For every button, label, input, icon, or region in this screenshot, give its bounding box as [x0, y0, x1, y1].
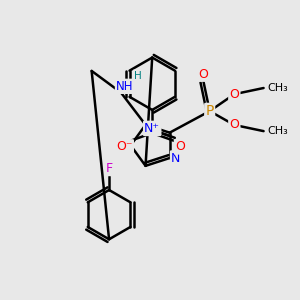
Text: NH: NH	[116, 80, 134, 93]
Text: H: H	[134, 70, 142, 81]
Text: O⁻: O⁻	[116, 140, 133, 153]
Text: N: N	[171, 152, 181, 164]
Text: CH₃: CH₃	[267, 83, 288, 93]
Text: P: P	[206, 104, 214, 118]
Text: O: O	[175, 140, 185, 153]
Text: O: O	[230, 88, 239, 101]
Text: CH₃: CH₃	[267, 126, 288, 136]
Text: O: O	[120, 139, 129, 152]
Text: O: O	[199, 68, 208, 81]
Text: O: O	[230, 118, 239, 131]
Text: N⁺: N⁺	[144, 122, 160, 135]
Text: F: F	[106, 162, 113, 175]
